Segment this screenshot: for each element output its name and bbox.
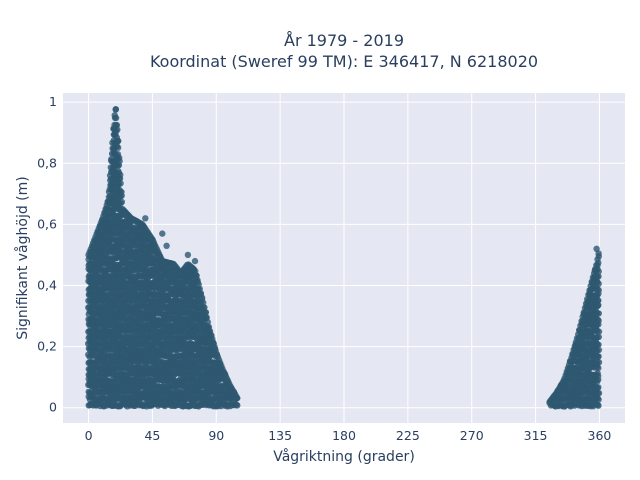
data-point [595,310,602,317]
data-point [116,154,123,161]
data-point [142,215,149,222]
data-point [595,359,603,366]
data-point [595,402,602,409]
x-tick-label: 270 [460,428,484,443]
data-point [595,384,602,391]
data-point [595,301,602,309]
y-tick-label: 0,8 [37,155,57,170]
data-point [184,251,192,259]
x-tick-label: 315 [524,428,548,443]
data-point [204,319,211,326]
data-point [595,389,603,397]
data-point [595,372,602,380]
data-point [595,259,602,267]
data-point [595,353,602,360]
data-point [595,364,602,372]
y-tick-label: 1 [49,94,57,109]
x-axis-title: Vågriktning (grader) [273,448,415,465]
y-tick-label: 0,6 [37,216,57,231]
data-point [595,280,602,287]
data-point [595,396,602,403]
data-point [595,341,602,348]
y-tick-labels: 0 0,2 0,4 0,6 0,8 1 [37,94,57,415]
x-tick-label: 90 [208,428,224,443]
data-point [113,121,121,129]
data-point [200,299,207,306]
x-tick-label: 135 [268,428,292,443]
data-point [595,333,602,341]
data-point [203,314,210,321]
data-point [191,257,199,265]
data-point [595,328,603,335]
x-tick-label: 360 [588,428,612,443]
x-tick-label: 0 [85,428,93,443]
data-point [595,317,602,324]
data-point [159,230,166,237]
x-tick-label: 225 [396,428,420,443]
data-point [201,304,208,311]
data-point [163,242,170,249]
data-point [117,180,124,187]
chart-title-line1: År 1979 - 2019 [284,31,404,50]
data-point [595,273,602,280]
data-point [202,309,209,316]
data-point [595,346,603,354]
data-point [595,286,602,294]
data-point [118,188,125,196]
data-point [114,137,122,145]
chart-title-line2: Koordinat (Sweref 99 TM): E 346417, N 62… [150,52,538,71]
x-tick-label: 45 [144,428,160,443]
data-point [117,171,124,179]
y-tick-label: 0,2 [37,339,57,354]
data-point [234,394,241,402]
data-points [85,106,603,410]
data-point [595,268,602,275]
y-axis-title: Signifikant våghöjd (m) [14,176,31,339]
data-point [593,245,600,252]
data-point [198,294,206,301]
data-point [114,126,121,133]
y-tick-label: 0 [49,400,57,415]
y-tick-label: 0,4 [37,278,57,293]
data-point [112,106,120,113]
data-point [149,236,156,243]
data-point [112,114,120,122]
data-point [595,297,602,304]
grid-lines [63,93,625,423]
x-tick-labels: 0 45 90 135 180 225 270 315 360 [85,428,612,443]
data-point [234,402,241,409]
data-point [118,198,126,206]
data-point [114,144,122,151]
x-tick-label: 180 [332,428,356,443]
